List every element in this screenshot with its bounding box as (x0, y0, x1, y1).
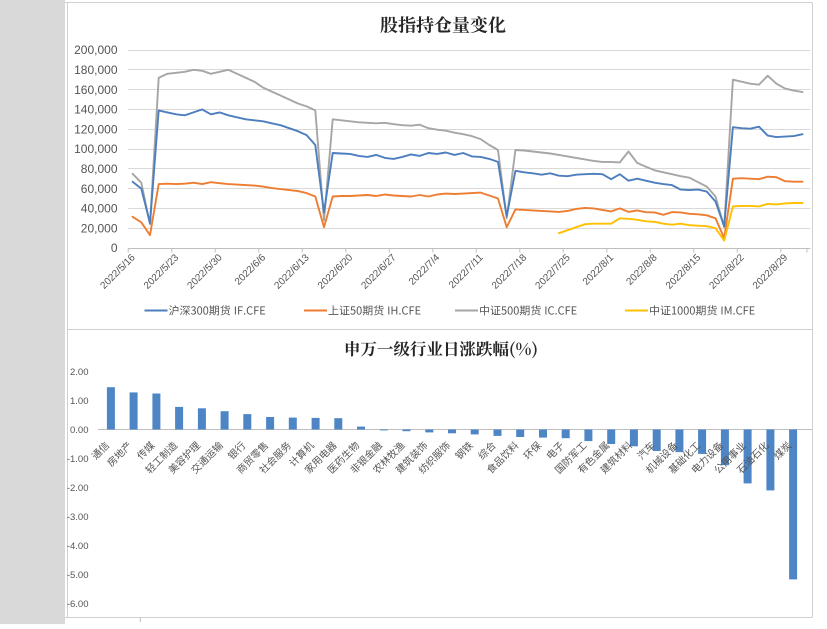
svg-text:180,000: 180,000 (74, 63, 118, 77)
svg-text:0: 0 (111, 241, 118, 255)
svg-text:-5.00: -5.00 (67, 570, 89, 581)
svg-text:140,000: 140,000 (74, 103, 118, 117)
svg-text:20,000: 20,000 (81, 221, 118, 235)
svg-text:-4.00: -4.00 (67, 541, 89, 552)
svg-text:200,000: 200,000 (74, 43, 118, 57)
svg-text:120,000: 120,000 (74, 122, 118, 136)
svg-text:-2.00: -2.00 (67, 483, 89, 494)
svg-text:80,000: 80,000 (81, 162, 118, 176)
svg-text:100,000: 100,000 (74, 142, 118, 156)
svg-text:1.00: 1.00 (70, 396, 89, 407)
svg-text:-3.00: -3.00 (67, 512, 89, 523)
svg-text:60,000: 60,000 (81, 182, 118, 196)
svg-text:-6.00: -6.00 (67, 599, 89, 610)
svg-text:40,000: 40,000 (81, 202, 118, 216)
svg-text:160,000: 160,000 (74, 83, 118, 97)
svg-text:-1.00: -1.00 (67, 454, 89, 465)
svg-text:0.00: 0.00 (70, 425, 89, 436)
svg-text:2.00: 2.00 (70, 367, 89, 378)
